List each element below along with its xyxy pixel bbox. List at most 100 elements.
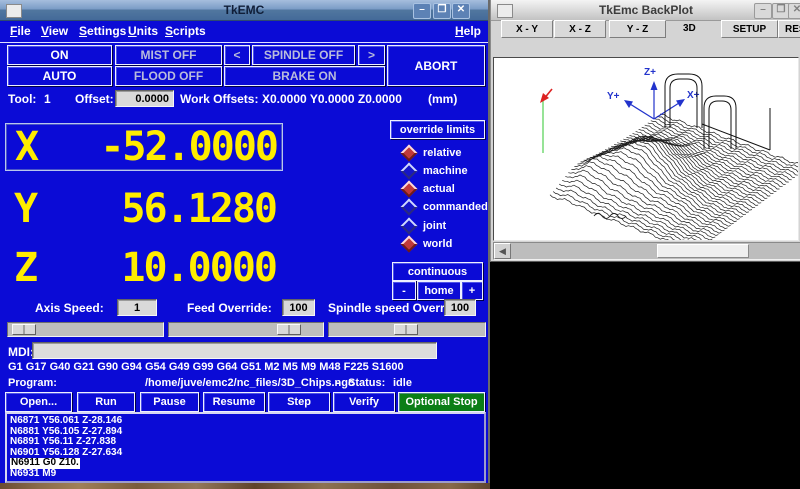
tkemc-window: TkEMC – ❐ ✕ File View Settings Units Scr… <box>0 0 490 483</box>
menu-settings[interactable]: Settings <box>79 24 127 38</box>
engraving-squiggle <box>593 213 627 219</box>
arch-2-inner <box>708 100 732 149</box>
reset-button[interactable]: RESET <box>778 20 800 38</box>
override-limits-button[interactable]: override limits <box>390 120 485 139</box>
feed-override-value: 100 <box>282 299 315 316</box>
menu-help[interactable]: Help <box>455 24 482 38</box>
feed-override-label: Feed Override: <box>187 301 272 315</box>
radio-relative-indicator <box>400 144 418 162</box>
close-button[interactable]: ✕ <box>788 3 800 19</box>
offset-label: Offset: <box>75 92 114 106</box>
backplot-scrollbar[interactable]: ◀ <box>493 242 800 260</box>
view-xz-button[interactable]: X - Z <box>554 20 606 38</box>
toolpath-scanline <box>608 135 756 209</box>
radio-commanded[interactable]: commanded <box>400 198 488 216</box>
radio-joint[interactable]: joint <box>400 217 446 235</box>
radio-machine[interactable]: machine <box>400 162 468 180</box>
spindle-override-value: 100 <box>444 299 476 316</box>
dro-axis-z[interactable]: Z 10.0000 <box>5 245 281 291</box>
radio-actual[interactable]: actual <box>400 180 455 198</box>
feed-override-slider-thumb[interactable] <box>277 324 301 335</box>
abort-button[interactable]: ABORT <box>387 45 485 86</box>
status-label: Status: <box>348 377 386 389</box>
jog-minus-button[interactable]: - <box>392 281 416 300</box>
backplot-titlebar[interactable]: TkEmc BackPlot – ❐ ✕ <box>491 0 800 21</box>
spindle-button[interactable]: SPINDLE OFF <box>252 45 355 65</box>
verify-button[interactable]: Verify <box>333 392 395 412</box>
jog-plus-button[interactable]: + <box>461 281 483 300</box>
listing-line: N6871 Y56.061 Z-28.146 <box>10 415 123 426</box>
flood-button[interactable]: FLOOD OFF <box>115 66 222 86</box>
listing-line: N6881 Y56.105 Z-27.894 <box>10 425 123 437</box>
spindle-faster-button[interactable]: > <box>358 45 385 65</box>
axis-speed-slider[interactable] <box>7 322 164 337</box>
dro-axis-x[interactable]: X -52.0000 <box>5 123 283 171</box>
tool-offset-entry[interactable]: 0.0000 <box>115 90 174 107</box>
pause-button[interactable]: Pause <box>140 392 199 412</box>
resume-button[interactable]: Resume <box>203 392 265 412</box>
toolpath-scanline <box>598 138 746 216</box>
close-button[interactable]: ✕ <box>452 3 470 19</box>
menu-view[interactable]: View <box>41 24 69 38</box>
toolpath-scanline <box>574 161 722 234</box>
view-3d-button[interactable]: 3D <box>683 23 696 34</box>
toolpath-scanline <box>555 187 704 248</box>
mist-button[interactable]: MIST OFF <box>115 45 222 65</box>
machine-on-button[interactable]: ON <box>7 45 112 65</box>
dro-y-value: 56.1280 <box>121 186 278 232</box>
listing-line: N6901 Y56.128 Z-27.634 <box>10 446 123 458</box>
optional-stop-button[interactable]: Optional Stop <box>398 392 485 412</box>
minimize-button[interactable]: – <box>413 3 431 19</box>
listing-line-active: N6911 G0 Z10. <box>10 457 80 469</box>
toolpath-scanline <box>586 150 734 225</box>
scrollbar-thumb[interactable] <box>657 244 749 258</box>
menu-scripts[interactable]: Scripts <box>165 24 206 38</box>
dro-z-letter: Z <box>14 245 38 291</box>
home-button[interactable]: home <box>417 281 461 300</box>
desktop-wallpaper-strip <box>0 483 490 489</box>
active-gcodes: G1 G17 G40 G21 G90 G94 G54 G49 G99 G64 G… <box>8 361 404 373</box>
program-path: /home/juve/emc2/nc_files/3D_Chips.ngc <box>145 377 355 389</box>
setup-button[interactable]: SETUP <box>721 20 778 38</box>
view-xy-button[interactable]: X - Y <box>501 20 553 38</box>
menu-units[interactable]: Units <box>128 24 159 38</box>
radio-relative[interactable]: relative <box>400 144 462 162</box>
menu-file[interactable]: File <box>10 24 31 38</box>
view-yz-button[interactable]: Y - Z <box>609 20 666 38</box>
toolpath-scanline <box>644 124 792 181</box>
y-axis-label: Y+ <box>607 91 620 102</box>
program-listing[interactable]: N6871 Y56.061 Z-28.146 N6881 Y56.105 Z-2… <box>5 412 486 483</box>
radio-commanded-indicator <box>400 198 418 216</box>
open-button[interactable]: Open... <box>5 392 72 412</box>
toolpath-scanline <box>595 140 743 218</box>
x-axis-arrow-icon <box>676 99 685 107</box>
axis-speed-slider-thumb[interactable] <box>12 324 36 335</box>
toolpath-scanline <box>641 126 789 183</box>
tkemc-titlebar[interactable]: TkEMC – ❐ ✕ <box>0 0 488 21</box>
toolpath-scanline <box>559 183 707 245</box>
brake-button[interactable]: BRAKE ON <box>224 66 385 86</box>
mdi-input[interactable] <box>32 342 437 359</box>
spindle-override-slider[interactable] <box>328 322 486 337</box>
listing-line: N6931 M9 <box>10 467 57 479</box>
radio-world[interactable]: world <box>400 235 452 253</box>
dro-y-letter: Y <box>14 186 38 232</box>
work-offsets-label: Work Offsets: <box>180 92 259 106</box>
feed-override-slider[interactable] <box>168 322 324 337</box>
dro-axis-y[interactable]: Y 56.1280 <box>5 186 281 232</box>
step-button[interactable]: Step <box>268 392 330 412</box>
spindle-slower-button[interactable]: < <box>224 45 250 65</box>
run-button[interactable]: Run <box>77 392 135 412</box>
radio-actual-indicator <box>400 180 418 198</box>
mode-auto-button[interactable]: AUTO <box>7 66 112 86</box>
maximize-button[interactable]: ❐ <box>433 3 451 19</box>
spindle-override-slider-thumb[interactable] <box>394 324 418 335</box>
minimize-button[interactable]: – <box>754 3 772 19</box>
maximize-button[interactable]: ❐ <box>772 3 790 19</box>
scrollbar-left-arrow-icon[interactable]: ◀ <box>494 243 511 259</box>
toolpath-scanline <box>659 113 800 165</box>
jog-continuous-button[interactable]: continuous <box>392 262 483 281</box>
window-icon <box>497 4 513 18</box>
program-separator: - <box>336 377 340 389</box>
